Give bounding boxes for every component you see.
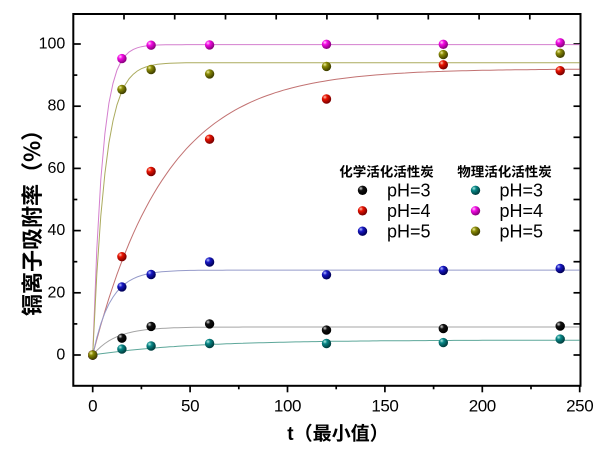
svg-text:100: 100 bbox=[39, 36, 66, 53]
svg-text:pH=3: pH=3 bbox=[387, 181, 431, 201]
svg-text:40: 40 bbox=[48, 222, 66, 239]
svg-text:60: 60 bbox=[48, 160, 66, 177]
svg-text:pH=5: pH=5 bbox=[387, 221, 431, 241]
svg-text:80: 80 bbox=[48, 98, 66, 115]
svg-text:pH=4: pH=4 bbox=[387, 201, 431, 221]
svg-text:150: 150 bbox=[371, 396, 398, 415]
svg-text:100: 100 bbox=[274, 396, 301, 415]
svg-text:200: 200 bbox=[469, 396, 496, 415]
svg-text:0: 0 bbox=[56, 347, 65, 364]
svg-text:0: 0 bbox=[88, 396, 97, 415]
svg-text:pH=3: pH=3 bbox=[500, 181, 544, 201]
svg-text:pH=4: pH=4 bbox=[500, 201, 544, 221]
svg-text:250: 250 bbox=[566, 396, 593, 415]
svg-text:pH=5: pH=5 bbox=[500, 221, 544, 241]
svg-text:t: t bbox=[287, 424, 294, 445]
svg-text:20: 20 bbox=[48, 284, 66, 301]
svg-text:50: 50 bbox=[181, 396, 199, 415]
